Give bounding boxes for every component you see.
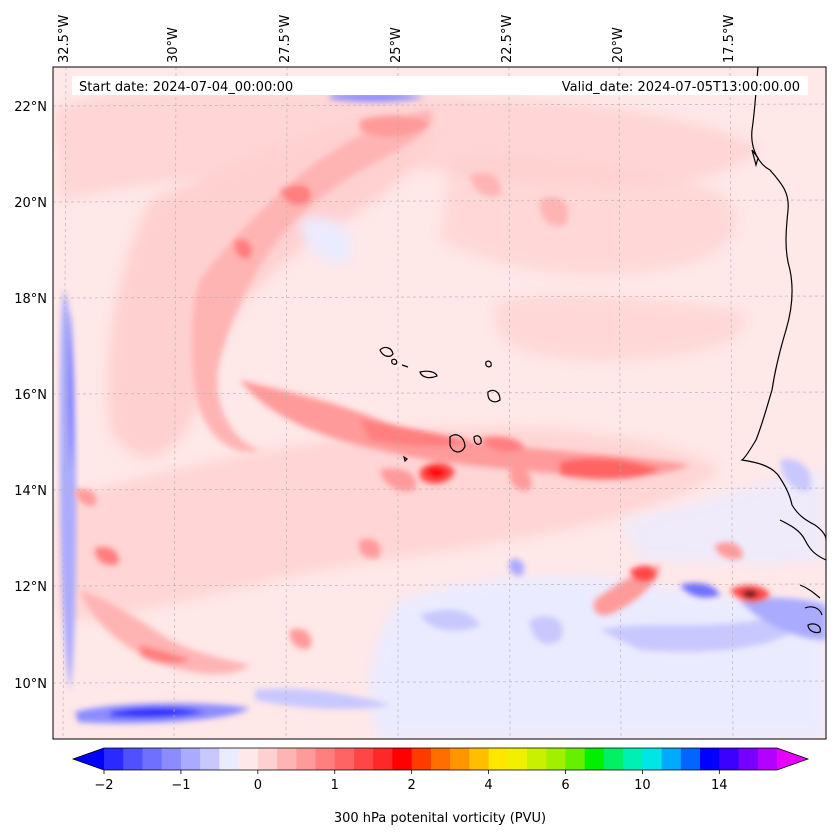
colorbar-cell [392, 748, 413, 770]
colorbar-ticks: −2 −1 0 1 2 4 6 10 14 [94, 770, 728, 793]
start-date-label: Start date: 2024-07-04_00:00:00 [79, 80, 293, 95]
colorbar-max-extend [777, 748, 808, 770]
colorbar-cell [315, 748, 336, 770]
colorbar-cell [161, 748, 182, 770]
lat-label: 18°N [14, 292, 47, 307]
colorbar-cell [584, 748, 605, 770]
colorbar-cell [296, 748, 317, 770]
colorbar-cell [603, 748, 624, 770]
lat-label: 20°N [14, 196, 47, 211]
lon-label: 30°W [166, 27, 181, 63]
colorbar-cell [719, 748, 740, 770]
colorbar-cell [642, 748, 663, 770]
colorbar: −2 −1 0 1 2 4 6 10 14 300 hPa potenital vorticit… [71, 747, 810, 826]
lon-label: 27.5°W [278, 15, 293, 63]
lat-label: 14°N [14, 484, 47, 499]
colorbar-cell [238, 748, 259, 770]
colorbar-cell [623, 748, 643, 770]
colorbar-cell [546, 748, 566, 770]
colorbar-tick-label: 14 [711, 778, 728, 793]
graticule [53, 67, 826, 739]
colorbar-cells [104, 748, 778, 770]
colorbar-tick-label: −2 [94, 778, 113, 793]
colorbar-cell [411, 748, 432, 770]
colorbar-label: 300 hPa potenital vorticity (PVU) [334, 811, 546, 826]
colorbar-cell [200, 748, 220, 770]
colorbar-min-extend [73, 748, 104, 770]
colorbar-tick-label: 10 [634, 778, 651, 793]
lon-label: 20°W [611, 27, 626, 63]
colorbar-tick-label: 2 [408, 778, 416, 793]
colorbar-cell [661, 748, 682, 770]
lat-label: 12°N [14, 580, 47, 595]
colorbar-cell [277, 748, 297, 770]
colorbar-cell [123, 748, 143, 770]
colorbar-cell [180, 748, 201, 770]
lat-label: 16°N [14, 388, 47, 403]
colorbar-cell [142, 748, 163, 770]
date-banner: Start date: 2024-07-04_00:00:00 Valid_da… [72, 76, 808, 95]
colorbar-cell [507, 748, 528, 770]
valid-date-label: Valid_date: 2024-07-05T13:00:00.00 [562, 80, 800, 95]
colorbar-tick-label: 0 [254, 778, 262, 793]
colorbar-cell [219, 748, 240, 770]
colorbar-tick-label: 6 [561, 778, 569, 793]
colorbar-tick-label: −1 [171, 778, 190, 793]
colorbar-cell [488, 748, 509, 770]
plot-frame [52, 66, 827, 740]
colorbar-cell [738, 748, 759, 770]
colorbar-cell [257, 748, 278, 770]
colorbar-cell [450, 748, 470, 770]
colorbar-cell [757, 748, 778, 770]
colorbar-tick-label: 4 [484, 778, 492, 793]
colorbar-cell [700, 748, 720, 770]
lat-label: 22°N [14, 100, 47, 115]
colorbar-cell [373, 748, 393, 770]
lon-label: 22.5°W [500, 15, 515, 63]
colorbar-tick-label: 1 [331, 778, 339, 793]
colorbar-cell [565, 748, 586, 770]
pv-field [53, 67, 826, 739]
lon-label: 32.5°W [57, 15, 72, 63]
colorbar-cell [527, 748, 547, 770]
latitude-labels: 22°N 20°N 18°N 16°N 14°N 12°N 10°N [14, 100, 47, 692]
colorbar-cell [334, 748, 355, 770]
coastlines [379, 67, 826, 634]
colorbar-cell [430, 748, 451, 770]
colorbar-cell [104, 748, 124, 770]
colorbar-cell [353, 748, 374, 770]
longitude-labels: 32.5°W 30°W 27.5°W 25°W 22.5°W 20°W 17.5… [57, 15, 737, 63]
lon-label: 17.5°W [722, 15, 737, 63]
colorbar-cell [680, 748, 701, 770]
lat-label: 10°N [14, 677, 47, 692]
lon-label: 25°W [389, 27, 404, 63]
colorbar-cell [469, 748, 490, 770]
